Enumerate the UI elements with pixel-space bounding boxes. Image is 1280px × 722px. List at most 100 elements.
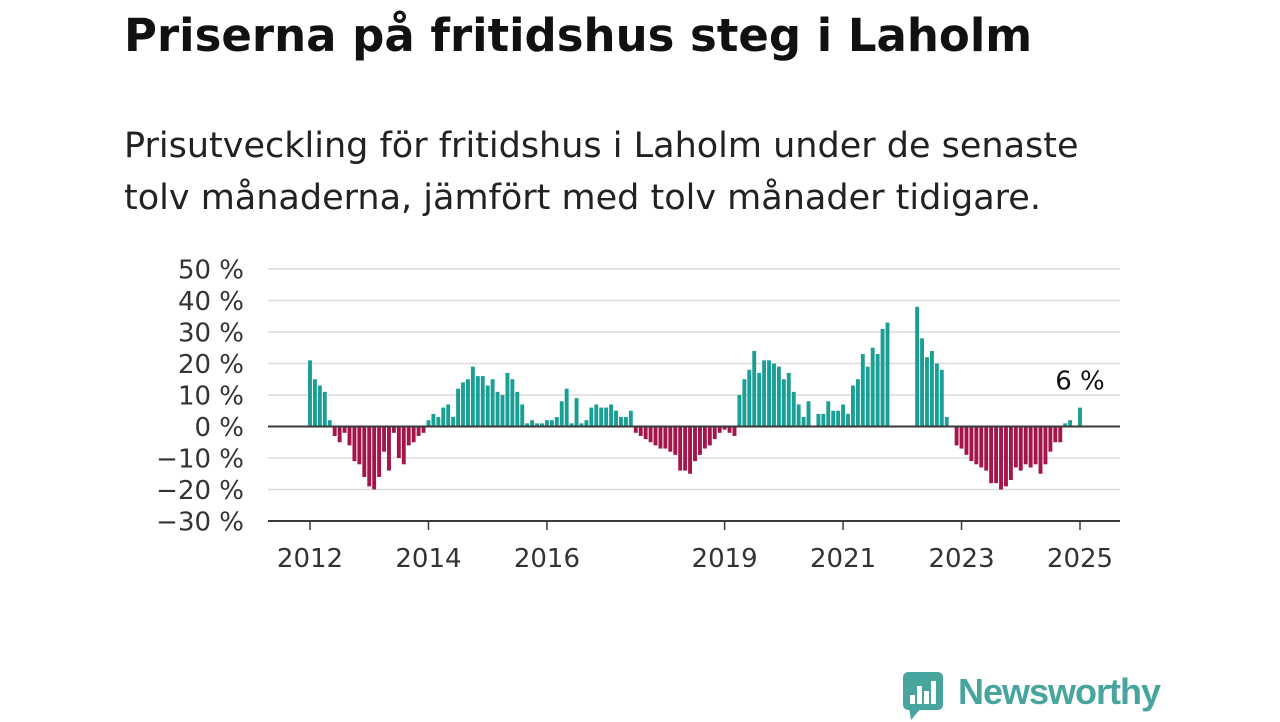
bar-negative	[668, 426, 673, 452]
bar-positive	[929, 350, 934, 427]
bar-positive	[776, 366, 781, 427]
bar-positive	[757, 372, 762, 427]
bar-negative	[362, 426, 367, 477]
bar-positive	[1063, 423, 1068, 427]
bar-positive	[944, 417, 949, 427]
bar-negative	[712, 426, 717, 440]
x-tick-label: 2019	[692, 544, 758, 574]
bar-negative	[1043, 426, 1048, 465]
bar-positive	[841, 404, 846, 427]
y-tick-label: 50 %	[178, 256, 244, 286]
bar-positive	[480, 376, 485, 427]
bar-negative	[347, 426, 352, 446]
bar-positive	[574, 398, 579, 427]
bar-negative	[974, 426, 979, 465]
bar-positive	[475, 376, 480, 427]
bar-negative	[707, 426, 712, 446]
bar-positive	[939, 369, 944, 427]
bar-negative	[416, 426, 421, 436]
bar-negative	[648, 426, 653, 443]
bar-positive	[826, 401, 831, 427]
bar-negative	[693, 426, 697, 462]
x-tick-label: 2023	[928, 544, 994, 574]
bar-negative	[1033, 426, 1038, 465]
bar-negative	[421, 426, 426, 433]
bar-negative	[367, 426, 372, 487]
bar-positive	[1068, 420, 1073, 427]
bar-negative	[406, 426, 411, 446]
bar-positive	[851, 385, 855, 427]
bar-positive	[515, 391, 520, 427]
newsworthy-logo-icon	[903, 672, 943, 720]
y-tick-label: 20 %	[178, 350, 244, 380]
bar-positive	[846, 413, 850, 427]
bars	[308, 306, 1082, 490]
x-tick-label: 2016	[514, 544, 580, 574]
bar-negative	[994, 426, 999, 484]
bar-negative	[999, 426, 1003, 490]
bar-positive	[544, 420, 549, 427]
x-tick-label: 2012	[277, 544, 343, 574]
bar-positive	[579, 423, 584, 427]
bar-negative	[382, 426, 386, 452]
bar-positive	[816, 413, 821, 427]
bar-negative	[979, 426, 984, 468]
x-tick-label: 2021	[810, 544, 876, 574]
bar-negative	[387, 426, 391, 471]
bar-positive	[609, 404, 614, 427]
bar-positive	[742, 379, 747, 427]
bar-negative	[372, 426, 377, 490]
bar-negative	[722, 426, 727, 430]
bar-positive	[860, 354, 865, 427]
bar-negative	[1038, 426, 1043, 474]
bar-positive	[762, 360, 767, 427]
bar-positive	[549, 420, 554, 427]
bar-positive	[628, 410, 633, 427]
logo-bubble-tail	[909, 708, 921, 720]
bar-positive	[752, 350, 757, 427]
bar-negative	[352, 426, 357, 462]
bar-positive	[589, 407, 594, 427]
x-tick-label: 2025	[1047, 544, 1113, 574]
bar-positive	[426, 420, 431, 427]
bar-negative	[1028, 426, 1033, 468]
bar-negative	[688, 426, 693, 474]
bar-positive	[569, 423, 574, 427]
bar-positive	[1078, 407, 1082, 427]
annotation-label: 6 %	[1055, 367, 1105, 397]
bar-negative	[697, 426, 702, 455]
bar-negative	[337, 426, 342, 443]
bar-negative	[342, 426, 347, 433]
bar-positive	[747, 369, 752, 427]
bar-positive	[880, 328, 885, 427]
y-tick-label: 40 %	[178, 287, 244, 317]
bar-positive	[915, 306, 920, 427]
y-tick-label: −10 %	[156, 445, 244, 475]
bar-positive	[505, 372, 510, 427]
x-tick-labels: 2012 2014 2016 2019 2021 2023 2025	[277, 544, 1113, 574]
bar-positive	[821, 413, 826, 427]
bar-positive	[317, 385, 322, 427]
bar-positive	[535, 423, 539, 427]
bar-positive	[801, 417, 806, 427]
bar-positive	[500, 395, 505, 427]
bar-positive	[308, 360, 312, 427]
bar-positive	[831, 410, 836, 427]
y-tick-labels: 50 %40 %30 %20 %10 %0 %−10 %−20 %−30 %	[156, 256, 244, 538]
bar-positive	[594, 404, 599, 427]
bar-positive	[737, 395, 742, 427]
bar-negative	[638, 426, 643, 436]
bar-negative	[332, 426, 337, 436]
bar-positive	[584, 420, 589, 427]
bar-positive	[925, 357, 929, 427]
logo-bubble	[903, 672, 943, 710]
bar-positive	[559, 401, 564, 427]
logo-bar	[910, 695, 915, 704]
bar-negative	[989, 426, 994, 484]
bar-negative	[411, 426, 416, 443]
bar-positive	[510, 379, 515, 427]
bar-positive	[614, 410, 618, 427]
x-tick-label: 2014	[395, 544, 461, 574]
annotations: 6 %	[1052, 364, 1108, 400]
bar-negative	[1004, 426, 1008, 487]
